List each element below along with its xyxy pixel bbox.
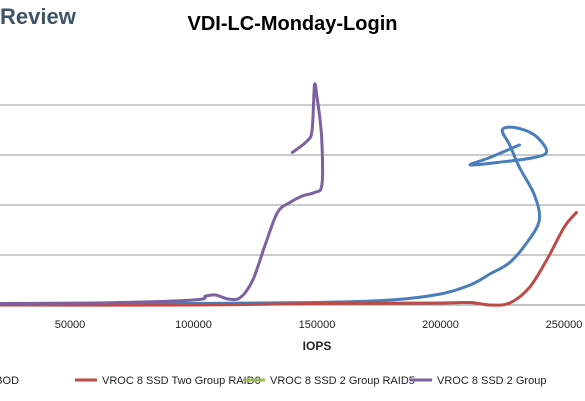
series-lines bbox=[0, 82, 578, 307]
x-tick-labels: 50000 100000 150000 200000 250000 bbox=[55, 319, 583, 331]
legend-label: SSD JBOD bbox=[0, 375, 19, 387]
legend-item-0: SSD JBOD bbox=[0, 375, 19, 387]
series-line-0 bbox=[0, 125, 549, 306]
legend-item-1: VROC 8 SSD Two Group RAID0 bbox=[75, 375, 261, 387]
legend-item-3: VROC 8 SSD 2 Group bbox=[410, 375, 546, 387]
series-line-3 bbox=[0, 82, 325, 305]
x-tick-label: 50000 bbox=[55, 319, 86, 331]
legend-label: VROC 8 SSD 2 Group RAID5 bbox=[270, 375, 415, 387]
x-tick-label: 150000 bbox=[299, 319, 336, 331]
x-tick-label: 100000 bbox=[175, 319, 212, 331]
x-tick-label: 250000 bbox=[546, 319, 583, 331]
brand-logo-text: Review bbox=[0, 4, 76, 29]
series-line-1 bbox=[0, 211, 578, 307]
legend: SSD JBOD VROC 8 SSD Two Group RAID0 VROC 8… bbox=[0, 375, 546, 387]
chart-title: VDI-LC-Monday-Login bbox=[187, 13, 398, 35]
legend-label: VROC 8 SSD Two Group RAID0 bbox=[102, 375, 261, 387]
legend-label: VROC 8 SSD 2 Group bbox=[437, 375, 546, 387]
gridlines bbox=[0, 104, 585, 306]
x-axis-label: IOPS bbox=[303, 339, 332, 353]
x-tick-label: 200000 bbox=[422, 319, 459, 331]
legend-item-2: VROC 8 SSD 2 Group RAID5 bbox=[243, 375, 415, 387]
